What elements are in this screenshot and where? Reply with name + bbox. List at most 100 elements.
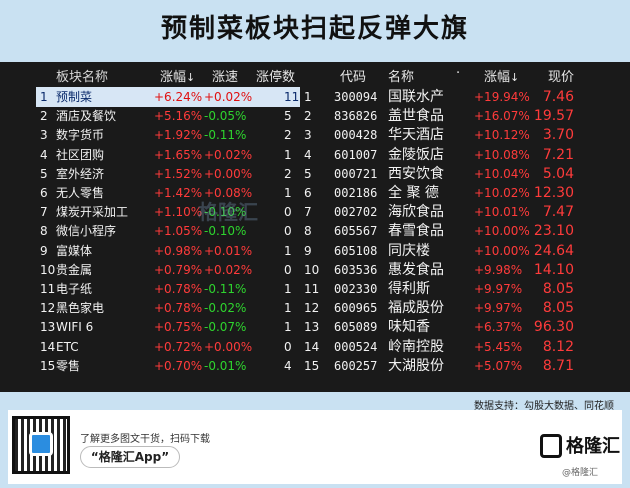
header-code[interactable]: 代码: [340, 70, 367, 85]
sector-limit-count: 1: [284, 301, 292, 316]
stock-index: 2: [304, 109, 312, 124]
app-name-badge[interactable]: “格隆汇App”: [80, 446, 180, 468]
sector-row[interactable]: 14 ETC +0.72% +0.00% 0: [36, 337, 300, 357]
header-limit-count[interactable]: 涨停数: [256, 70, 296, 85]
sector-limit-count: 1: [284, 243, 292, 258]
sector-index: 9: [40, 243, 48, 258]
brand-logo-icon: [540, 434, 562, 458]
sector-limit-count: 11: [284, 90, 300, 104]
sector-limit-count: 1: [284, 282, 292, 296]
stock-row[interactable]: 4 601007 金陵饭店 +10.08% 7.21: [304, 145, 594, 165]
sector-row[interactable]: 2 酒店及餐饮 +5.16% -0.05% 5: [36, 106, 300, 126]
stock-price: 14.10: [533, 261, 574, 278]
sector-row[interactable]: 13 WIFI 6 +0.75% -0.07% 1: [36, 317, 300, 337]
sector-change: +0.79%: [154, 262, 203, 277]
sector-change: +1.52%: [154, 166, 203, 181]
stock-row[interactable]: 12 600965 福成股份 +9.97% 8.05: [304, 298, 594, 318]
header-stock-name[interactable]: 名称: [388, 70, 415, 85]
stock-change: +10.02%: [474, 186, 530, 200]
stock-price: 7.21: [542, 146, 574, 163]
stock-row[interactable]: 10 603536 惠发食品 +9.98% 14.10: [304, 260, 594, 280]
stock-change: +6.37%: [474, 320, 523, 335]
sector-speed: +0.02%: [204, 90, 253, 104]
stock-name: 全 聚 德: [388, 185, 439, 201]
stock-code: 300094: [334, 90, 378, 104]
stock-change: +5.07%: [474, 358, 523, 373]
stock-name: 同庆楼: [388, 242, 430, 259]
sector-index: 11: [40, 282, 56, 296]
sector-name: 煤炭开采加工: [56, 205, 129, 220]
sector-change: +0.98%: [154, 243, 203, 258]
sector-limit-count: 2: [284, 166, 292, 181]
sector-limit-count: 0: [284, 339, 292, 354]
stock-name: 金陵饭店: [388, 146, 444, 163]
stock-change: +10.00%: [474, 224, 530, 239]
stock-change: +10.08%: [474, 147, 530, 162]
header-speed[interactable]: 涨速: [212, 70, 239, 85]
sector-row[interactable]: 10 贵金属 +0.79% +0.02% 0: [36, 260, 300, 280]
sector-limit-count: 0: [284, 205, 292, 220]
header-dot: ·: [456, 66, 461, 81]
sector-row[interactable]: 12 黑色家电 +0.78% -0.02% 1: [36, 298, 300, 318]
stock-row[interactable]: 13 605089 味知香 +6.37% 96.30: [304, 317, 594, 337]
stock-row[interactable]: 15 600257 大湖股份 +5.07% 8.71: [304, 356, 594, 376]
header-sector-name[interactable]: 板块名称: [56, 70, 109, 85]
sector-limit-count: 5: [284, 109, 292, 124]
stock-name: 西安饮食: [388, 165, 444, 182]
sector-speed: +0.00%: [204, 339, 253, 354]
quote-panel: [0, 62, 630, 392]
sector-row[interactable]: 6 无人零售 +1.42% +0.08% 1: [36, 183, 300, 203]
stock-row[interactable]: 1 300094 国联水产 +19.94% 7.46: [304, 87, 594, 107]
stock-row[interactable]: 8 605567 春雪食品 +10.00% 23.10: [304, 221, 594, 241]
sector-row[interactable]: 15 零售 +0.70% -0.01% 4: [36, 356, 300, 376]
stock-row[interactable]: 3 000428 华天酒店 +10.12% 3.70: [304, 125, 594, 145]
stock-code: 600965: [334, 301, 378, 316]
stock-row[interactable]: 9 605108 同庆楼 +10.00% 24.64: [304, 241, 594, 261]
sector-change: +6.24%: [154, 90, 203, 104]
stock-price: 23.10: [533, 223, 574, 240]
sector-row[interactable]: 11 电子纸 +0.78% -0.11% 1: [36, 279, 300, 299]
header-change[interactable]: 涨幅↓: [160, 66, 196, 85]
sector-row[interactable]: 3 数字货币 +1.92% -0.11% 2: [36, 125, 300, 145]
sort-down-arrow-icon: ↓: [186, 71, 196, 84]
stock-row[interactable]: 6 002186 全 聚 德 +10.02% 12.30: [304, 183, 594, 203]
stock-row[interactable]: 2 836826 盖世食品 +16.07% 19.57: [304, 106, 594, 126]
sector-row[interactable]: 1 预制菜 +6.24% +0.02% 11: [36, 87, 300, 107]
sector-row[interactable]: 7 煤炭开采加工 +1.10% -0.10% 0: [36, 202, 300, 222]
footer-banner: [8, 410, 622, 484]
sector-row[interactable]: 9 富媒体 +0.98% +0.01% 1: [36, 241, 300, 261]
stock-price: 7.46: [542, 89, 574, 105]
stock-row[interactable]: 7 002702 海欣食品 +10.01% 7.47: [304, 202, 594, 222]
sector-row[interactable]: 4 社区团购 +1.65% +0.02% 1: [36, 145, 300, 165]
sector-index: 4: [40, 147, 48, 162]
stock-price: 3.70: [542, 127, 574, 144]
sector-speed: +0.00%: [204, 166, 253, 181]
stock-row[interactable]: 11 002330 得利斯 +9.97% 8.05: [304, 279, 594, 299]
stock-row[interactable]: 5 000721 西安饮食 +10.04% 5.04: [304, 164, 594, 184]
sector-change: +1.42%: [154, 186, 203, 200]
sector-limit-count: 1: [284, 320, 292, 335]
sector-row[interactable]: 8 微信小程序 +1.05% -0.10% 0: [36, 221, 300, 241]
sector-change: +1.65%: [154, 147, 203, 162]
sector-row[interactable]: 5 室外经济 +1.52% +0.00% 2: [36, 164, 300, 184]
stock-price: 8.12: [542, 338, 574, 355]
stock-price: 8.05: [542, 281, 574, 297]
sector-name: 无人零售: [56, 186, 105, 200]
sector-name: WIFI 6: [56, 320, 94, 335]
stock-change: +19.94%: [474, 90, 530, 104]
header-stock-change[interactable]: 涨幅↓: [484, 66, 519, 85]
sector-speed: -0.11%: [204, 282, 247, 296]
stock-price: 12.30: [533, 185, 574, 201]
sector-speed: +0.01%: [204, 243, 253, 258]
stock-index: 10: [304, 262, 320, 277]
stock-index: 12: [304, 301, 320, 316]
data-source: 数据支持：勾股大数据、同花顺: [474, 401, 614, 412]
stock-code: 000524: [334, 339, 378, 354]
watermark-logo: 格隆汇: [198, 200, 258, 224]
header-price[interactable]: 现价: [548, 70, 575, 85]
sector-index: 12: [40, 301, 56, 316]
stock-name: 华天酒店: [388, 127, 444, 144]
stock-row[interactable]: 14 000524 岭南控股 +5.45% 8.12: [304, 337, 594, 357]
stock-index: 9: [304, 243, 312, 258]
page-title: 预制菜板块扫起反弹大旗: [160, 14, 469, 44]
